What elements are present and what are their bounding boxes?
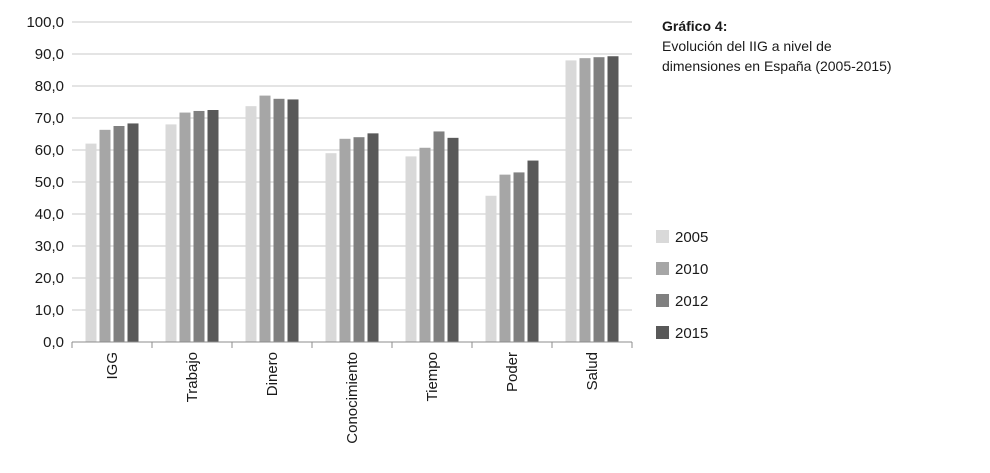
- y-tick-label: 70,0: [35, 110, 64, 127]
- bar-2012-igg: [113, 126, 125, 342]
- bar-2012-poder: [513, 172, 525, 342]
- y-tick-label: 10,0: [35, 302, 64, 319]
- legend-swatch-2012: [656, 294, 669, 307]
- y-tick-label: 60,0: [35, 142, 64, 159]
- bar-2005-tiempo: [405, 156, 417, 342]
- bar-2015-conocimiento: [367, 133, 379, 342]
- chart-subtitle-line-1: Evolución del IIG a nivel de: [662, 38, 832, 54]
- legend-label-2012: 2012: [675, 293, 708, 310]
- x-category-label: Tiempo: [424, 352, 441, 401]
- bar-2005-poder: [485, 195, 497, 342]
- x-category-label: IGG: [104, 352, 121, 380]
- chart-title: Gráfico 4:: [662, 18, 728, 34]
- bar-2012-conocimiento: [353, 137, 365, 342]
- bar-2010-salud: [579, 58, 591, 342]
- y-tick-label: 30,0: [35, 238, 64, 255]
- bar-2010-tiempo: [419, 147, 431, 342]
- legend: 2005 2010 2012 2015: [656, 229, 708, 342]
- legend-swatch-2005: [656, 230, 669, 243]
- bar-2015-dinero: [287, 99, 299, 342]
- bar-2015-trabajo: [207, 110, 219, 342]
- legend-swatch-2010: [656, 262, 669, 275]
- bar-2015-salud: [607, 56, 619, 343]
- x-category-label: Salud: [584, 352, 601, 390]
- legend-swatch-2015: [656, 326, 669, 339]
- bar-2010-conocimiento: [339, 138, 351, 342]
- legend-label-2010: 2010: [675, 261, 708, 278]
- bars: [85, 56, 619, 343]
- bar-2012-dinero: [273, 98, 285, 342]
- x-axis: IGG Trabajo Dinero Conocimiento Tiempo Poder S…: [71, 341, 633, 444]
- x-category-label: Dinero: [264, 352, 281, 396]
- bar-2015-poder: [527, 160, 539, 342]
- bar-2010-trabajo: [179, 112, 191, 342]
- y-tick-label: 90,0: [35, 46, 64, 63]
- y-tick-label: 50,0: [35, 174, 64, 191]
- y-tick-label: 40,0: [35, 206, 64, 223]
- y-tick-label: 80,0: [35, 78, 64, 95]
- x-category-label: Conocimiento: [344, 352, 361, 444]
- bar-2012-trabajo: [193, 110, 205, 343]
- bar-2012-tiempo: [433, 131, 445, 342]
- bar-2010-igg: [99, 129, 111, 342]
- y-tick-label: 100,0: [26, 14, 64, 31]
- legend-label-2015: 2015: [675, 325, 708, 342]
- gridlines: [72, 21, 632, 311]
- x-category-label: Trabajo: [184, 352, 201, 402]
- bar-2005-conocimiento: [325, 153, 337, 342]
- y-tick-label: 0,0: [43, 334, 64, 351]
- bar-2005-trabajo: [165, 124, 177, 343]
- bar-2005-salud: [565, 60, 577, 343]
- x-category-label: Poder: [504, 352, 521, 392]
- legend-label-2005: 2005: [675, 229, 708, 246]
- bar-2005-dinero: [245, 106, 257, 342]
- y-axis: 0,0 10,0 20,0 30,0 40,0 50,0 60,0 70,0 80,0 90,0 1…: [26, 14, 64, 351]
- chart-subtitle-line-2: dimensiones en España (2005-2015): [662, 58, 892, 74]
- bar-2015-igg: [127, 123, 139, 342]
- chart-caption: Gráfico 4: Evolución del IIG a nivel de …: [662, 16, 987, 76]
- bar-2010-dinero: [259, 95, 271, 342]
- bar-2012-salud: [593, 57, 605, 342]
- y-tick-label: 20,0: [35, 270, 64, 287]
- bar-2010-poder: [499, 174, 511, 342]
- bar-2015-tiempo: [447, 137, 459, 342]
- bar-2005-igg: [85, 143, 97, 342]
